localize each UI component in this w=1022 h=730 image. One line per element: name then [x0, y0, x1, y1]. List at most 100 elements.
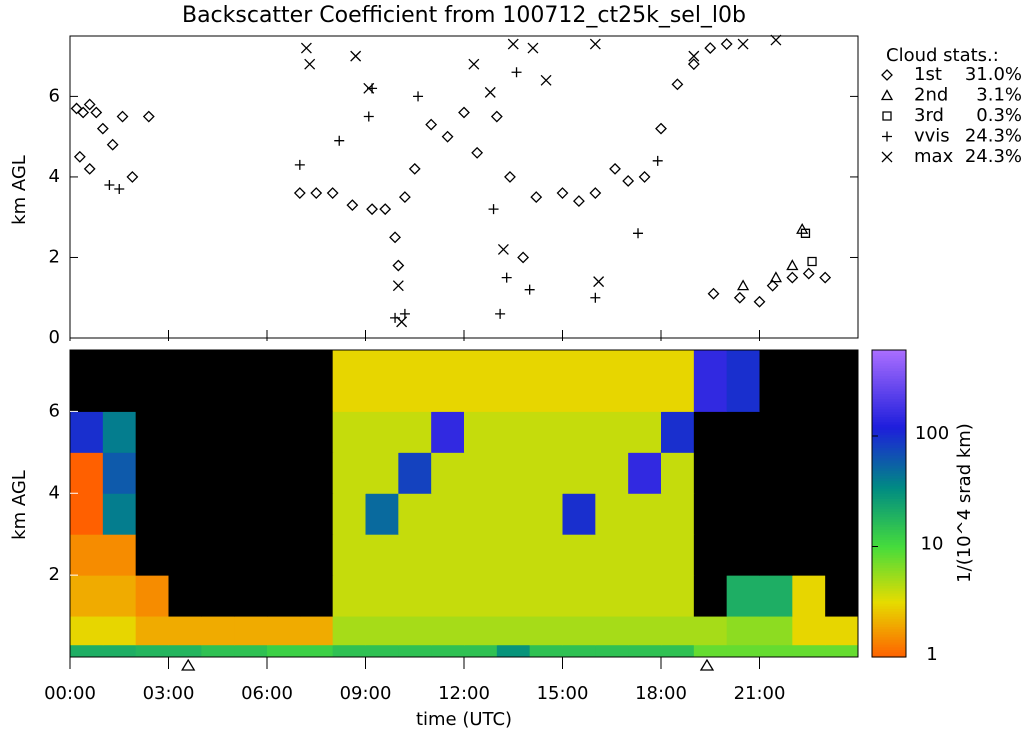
cloud-point: [737, 38, 749, 50]
colorbar-segment: [872, 411, 906, 415]
colorbar-segment: [872, 549, 906, 553]
backscatter-cell: [332, 411, 366, 453]
colorbar-segment: [872, 605, 906, 609]
backscatter-cell: [135, 575, 169, 617]
backscatter-cell: [398, 411, 432, 453]
colorbar-segment: [872, 590, 906, 594]
cloud-point: [484, 86, 496, 98]
legend-value: 3.1%: [976, 85, 1022, 106]
cloud-point: [720, 38, 733, 50]
cloud-point: [687, 58, 700, 71]
backscatter-cell: [299, 493, 334, 535]
cloud-point: [396, 316, 408, 328]
colorbar-segment: [872, 552, 906, 556]
colorbar-segment: [872, 498, 906, 502]
colorbar-segment: [872, 365, 906, 369]
colorbar-segment: [872, 444, 906, 448]
colorbar-segment: [872, 460, 906, 464]
backscatter-cell: [661, 411, 695, 453]
backscatter-cell: [102, 452, 137, 494]
backscatter-cell: [102, 350, 137, 412]
cloud-point: [769, 271, 783, 283]
colorbar-segment: [872, 575, 906, 579]
colorbar-segment: [872, 393, 906, 397]
backscatter-cell: [431, 575, 465, 617]
backscatter-cell: [825, 575, 859, 617]
colorbar-segment: [872, 585, 906, 589]
backscatter-cell: [496, 411, 531, 453]
backscatter-cell: [792, 616, 826, 646]
colorbar-tick-label: 10: [921, 533, 944, 554]
backscatter-cell: [234, 411, 268, 453]
backscatter-cell: [562, 493, 596, 535]
backscatter-cell: [529, 493, 563, 535]
colorbar-segment: [872, 477, 906, 482]
colorbar-segment: [872, 352, 906, 356]
cloud-point: [707, 287, 720, 300]
backscatter-cell: [431, 644, 465, 658]
cloud-point: [638, 171, 651, 183]
backscatter-cell: [562, 350, 596, 412]
backscatter-cell: [562, 452, 596, 494]
backscatter-cell: [496, 350, 531, 412]
backscatter-cell: [70, 350, 104, 412]
backscatter-cell: [168, 350, 202, 412]
backscatter-cell: [792, 452, 826, 494]
colorbar-segment: [872, 483, 906, 487]
colorbar-segment: [872, 490, 906, 494]
cloud-point: [293, 187, 306, 199]
backscatter-cell: [70, 575, 104, 617]
backscatter-cell: [201, 411, 235, 453]
colorbar-segment: [872, 557, 906, 561]
colorbar-segment: [872, 383, 906, 387]
backscatter-cell: [332, 644, 366, 658]
cloud-point: [540, 74, 552, 86]
cloud-point: [753, 295, 766, 308]
backscatter-cell: [595, 575, 629, 617]
x-tick-label: 18:00: [635, 683, 687, 704]
backscatter-cell: [431, 493, 465, 535]
backscatter-cell: [102, 493, 137, 535]
cloud-point: [389, 231, 401, 244]
colorbar-segment: [872, 472, 906, 476]
backscatter-cell: [496, 534, 531, 576]
backscatter-cell: [726, 644, 760, 658]
y-tick-label: 6: [49, 85, 60, 106]
colorbar-segment: [872, 355, 906, 359]
colorbar-segment: [872, 439, 906, 443]
backscatter-cell: [661, 575, 695, 617]
backscatter-cell: [825, 644, 859, 658]
x-axis-label: time (UTC): [416, 709, 512, 730]
backscatter-cell: [529, 616, 563, 646]
backscatter-cell: [299, 452, 334, 494]
backscatter-cell: [267, 350, 301, 412]
backscatter-cell: [562, 575, 596, 617]
colorbar-segment: [872, 375, 906, 379]
backscatter-cell: [168, 534, 202, 576]
colorbar-segment: [872, 495, 906, 499]
colorbar-segment: [872, 603, 906, 607]
backscatter-cell: [792, 644, 826, 658]
backscatter-cell: [332, 452, 366, 494]
backscatter-cell: [332, 616, 366, 646]
cloud-point: [304, 58, 316, 70]
cloud-point: [736, 279, 750, 291]
cloud-point: [116, 110, 129, 123]
backscatter-cell: [398, 616, 432, 646]
cloud-point: [497, 243, 509, 255]
legend-value: 24.3%: [965, 146, 1022, 167]
backscatter-cell: [135, 644, 169, 658]
colorbar-segment: [872, 628, 906, 633]
cloud-point: [511, 67, 522, 78]
cloud-point: [441, 130, 454, 143]
cloud-point: [572, 195, 585, 208]
colorbar-segment: [872, 608, 906, 612]
colorbar-segment: [872, 516, 906, 520]
colorbar-segment: [872, 424, 906, 428]
y-axis-label: km AGL: [9, 155, 30, 225]
colorbar-segment: [872, 434, 906, 438]
colorbar-segment: [872, 449, 906, 453]
backscatter-cell: [464, 644, 498, 658]
